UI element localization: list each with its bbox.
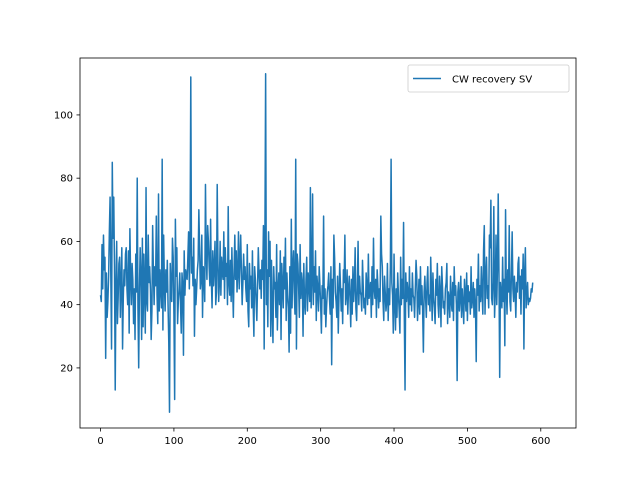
plot-area — [99, 73, 534, 413]
x-axis: 0 100 200 300 400 500 600 — [97, 428, 550, 447]
x-tick-label: 0 — [97, 436, 103, 447]
x-tick-label: 500 — [458, 436, 477, 447]
y-tick-label: 20 — [60, 363, 73, 374]
legend: CW recovery SV — [407, 64, 570, 93]
legend-label: CW recovery SV — [452, 75, 532, 86]
x-tick-label: 200 — [238, 436, 257, 447]
series-line-0 — [99, 73, 534, 413]
y-tick-label: 40 — [60, 300, 73, 311]
y-tick-label: 100 — [54, 110, 73, 121]
axes-frame — [79, 57, 577, 429]
x-tick-label: 300 — [311, 436, 330, 447]
x-tick-label: 100 — [164, 436, 183, 447]
x-tick-label: 600 — [531, 436, 550, 447]
y-tick-label: 80 — [60, 174, 73, 185]
y-tick-label: 60 — [60, 237, 73, 248]
x-tick-label: 400 — [384, 436, 403, 447]
y-axis: 20 40 60 80 100 — [54, 110, 80, 374]
legend-box — [407, 64, 570, 93]
